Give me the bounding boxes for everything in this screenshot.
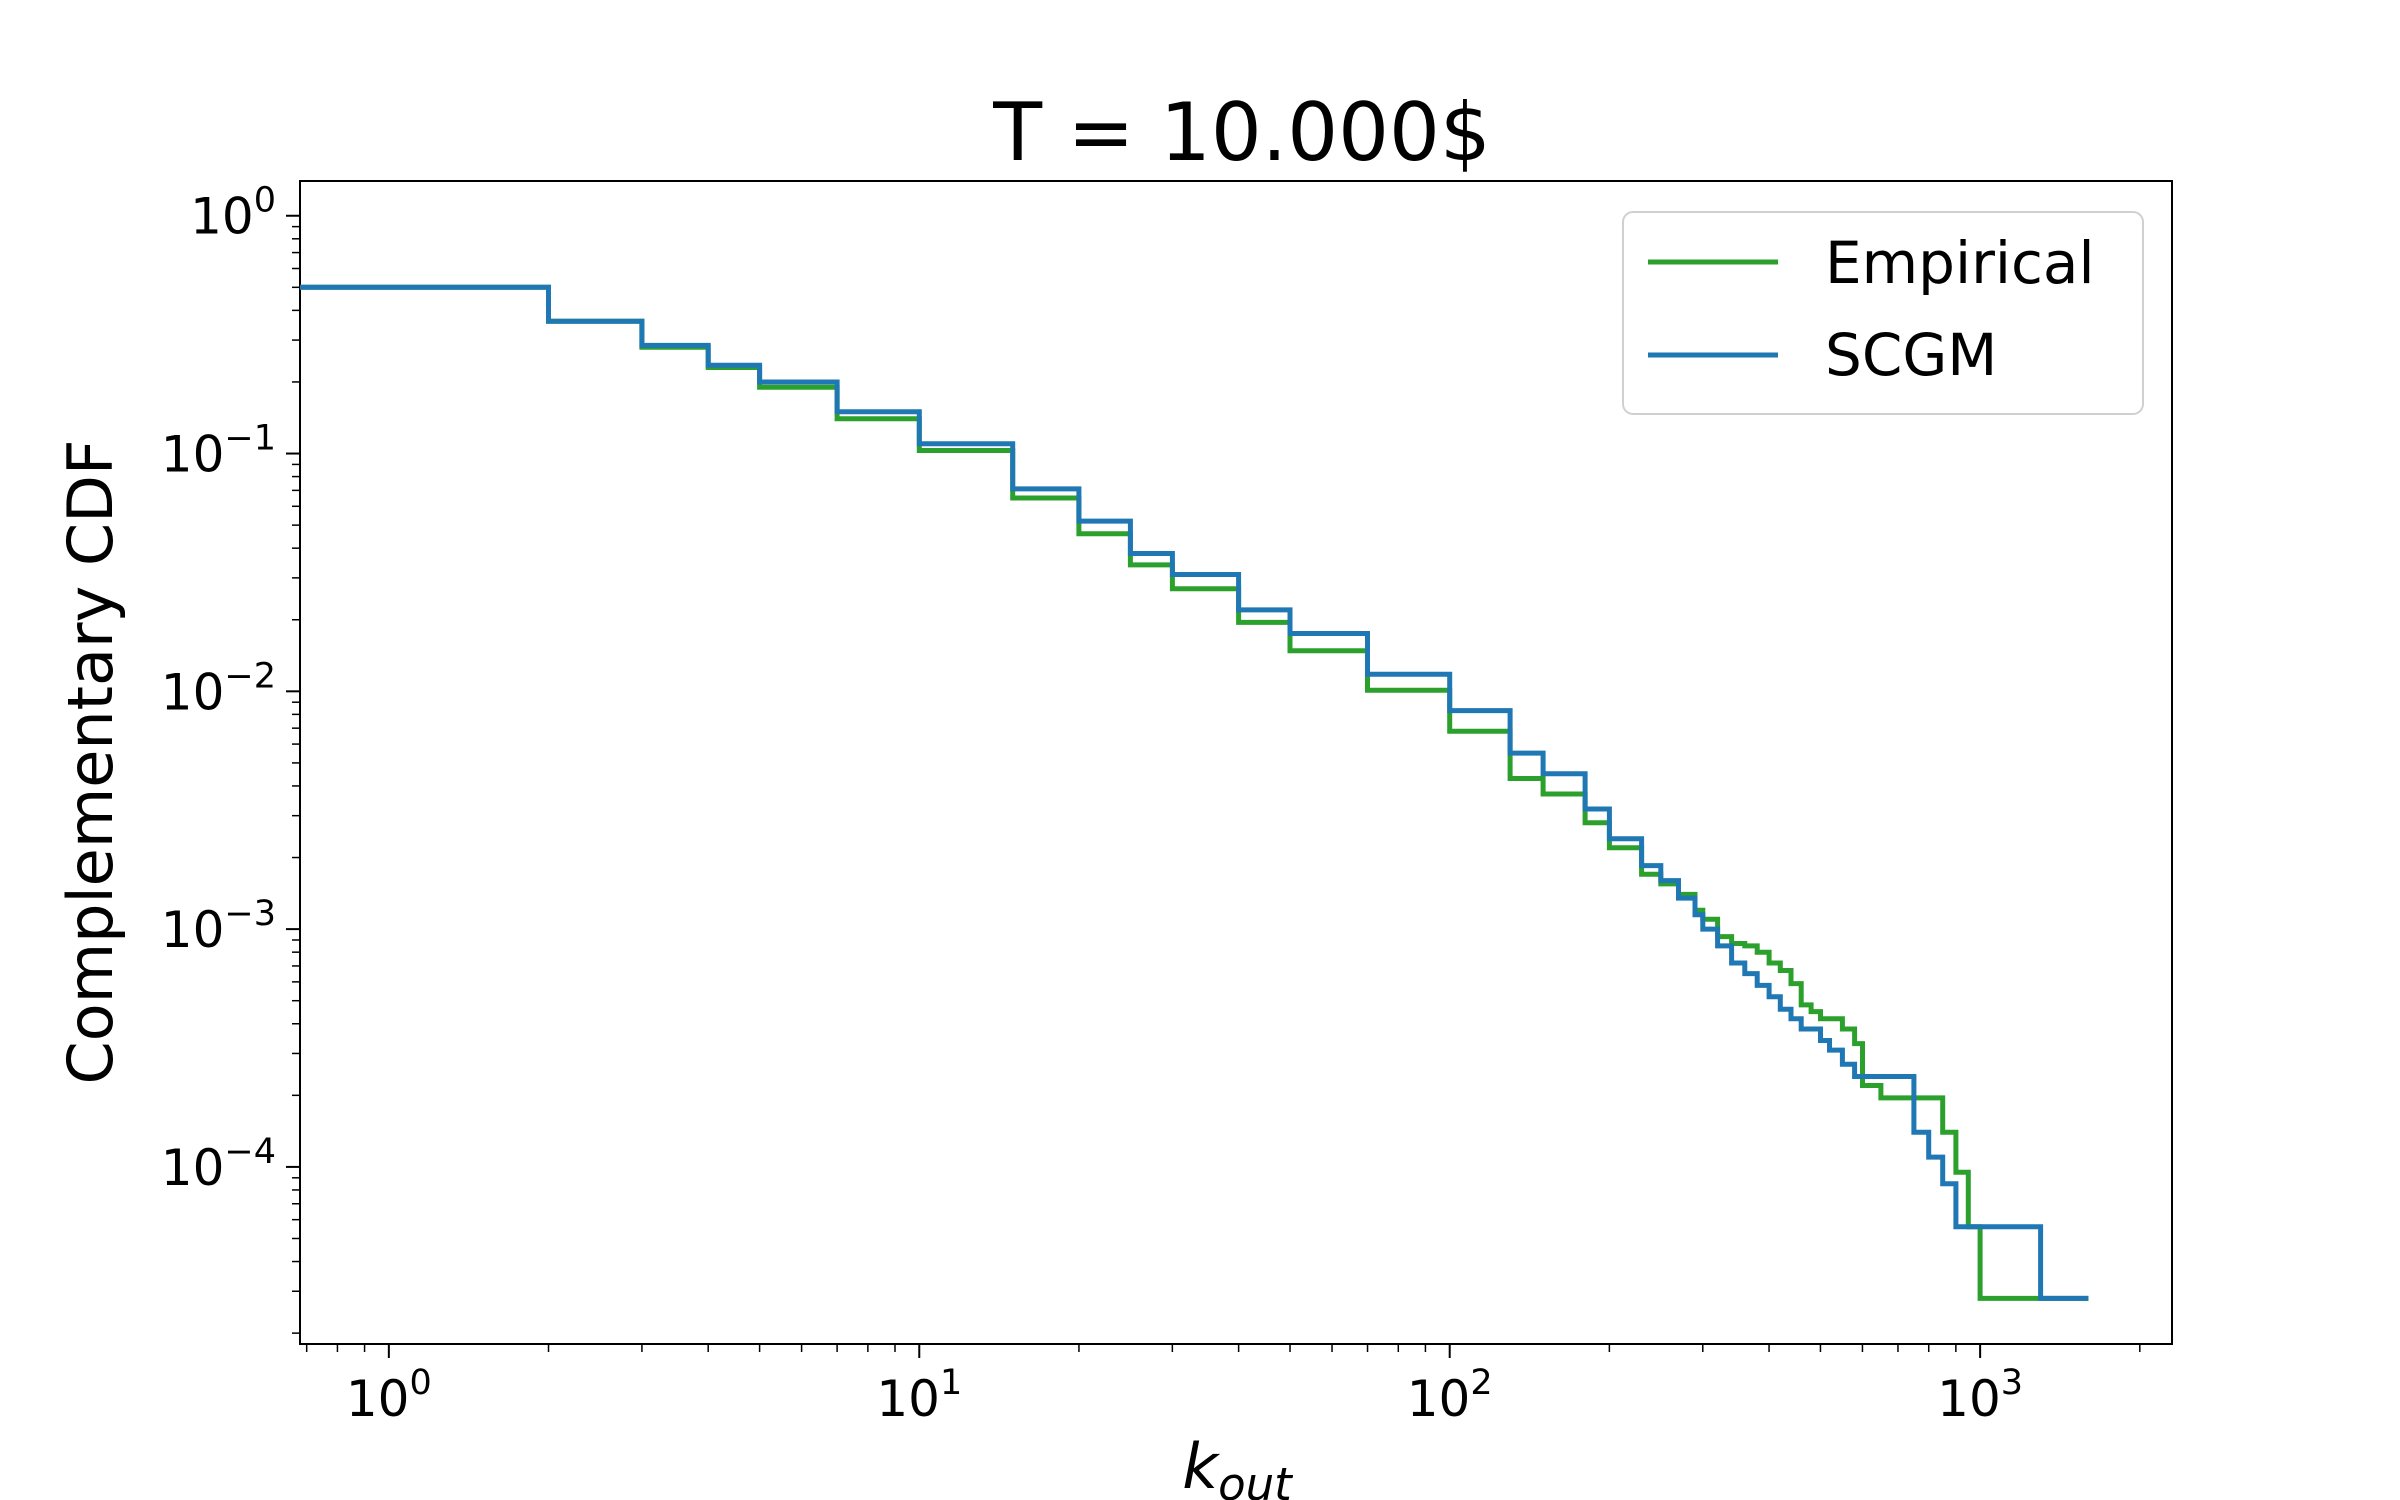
y-axis-label: Complementary CDF — [54, 439, 127, 1084]
y-tick-label: 10−2 — [161, 656, 276, 721]
series-layer — [300, 284, 2089, 1301]
legend: Empirical SCGM — [1622, 211, 2144, 415]
chart-title: T = 10.000$ — [992, 86, 1491, 179]
legend-label-empirical: Empirical — [1825, 229, 2095, 297]
x-axis-label-subscript: out — [1218, 1458, 1294, 1500]
y-tick-label: 10−3 — [161, 894, 276, 959]
legend-label-scgm: SCGM — [1825, 321, 1997, 389]
y-tick-label: 10−4 — [161, 1132, 276, 1197]
x-axis-label: kout — [1182, 1430, 1294, 1500]
x-tick-label: 100 — [346, 1363, 432, 1428]
x-tick-label: 103 — [1937, 1363, 2023, 1428]
axis-ticks: 100 101 102 103 100 10−1 10−2 10−3 10−4 — [161, 181, 2141, 1428]
y-tick-label: 10−1 — [161, 419, 276, 484]
series-line-scgm — [300, 284, 2089, 1301]
x-axis-label-main: k — [1182, 1430, 1220, 1500]
y-tick-label: 100 — [190, 181, 276, 246]
x-tick-label: 102 — [1407, 1363, 1493, 1428]
series-line-empirical — [300, 284, 2089, 1301]
x-tick-label: 101 — [876, 1363, 962, 1428]
